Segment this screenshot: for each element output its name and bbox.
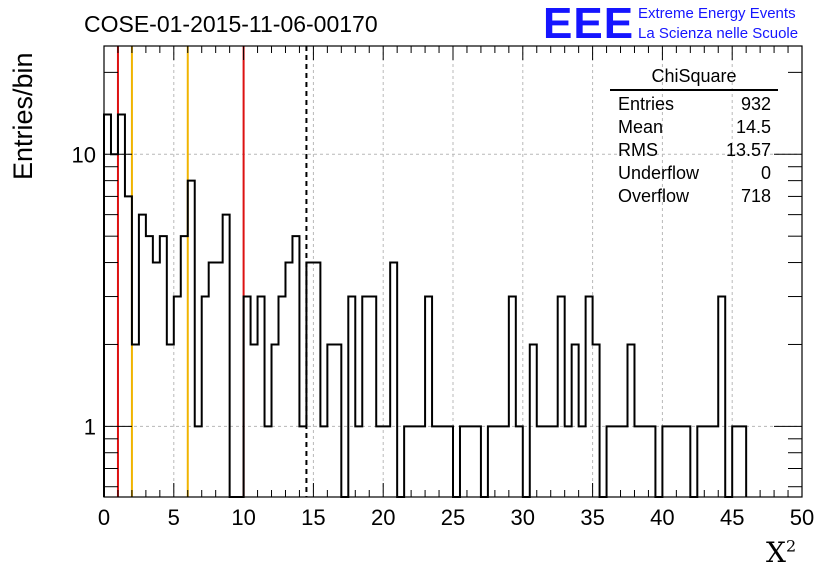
x-axis-label-main: X	[766, 536, 786, 569]
x-axis-label: X2	[766, 536, 796, 569]
stats-value: 932	[740, 94, 771, 114]
stats-row: Entries 932	[610, 93, 778, 116]
stats-label: Mean	[618, 117, 664, 137]
x-tick-label: 15	[301, 505, 325, 530]
x-tick-label: 35	[580, 505, 604, 530]
x-tick-label: 25	[441, 505, 465, 530]
chart-title: COSE-01-2015-11-06-00170	[84, 11, 378, 37]
stats-value: 13.57	[725, 140, 771, 160]
y-axis-label: Entries/bin	[8, 52, 38, 180]
stats-row: Mean 14.5	[610, 116, 778, 139]
stats-row: RMS 13.57	[610, 139, 778, 162]
logo-mark: EEE	[543, 0, 635, 48]
logo-line-2: La Scienza nelle Scuole	[638, 25, 799, 42]
x-tick-label: 30	[511, 505, 535, 530]
stats-label: RMS	[618, 140, 658, 160]
stats-row: Underflow 0	[610, 162, 778, 185]
x-tick-label: 50	[790, 505, 814, 530]
stats-label: Overflow	[618, 186, 690, 206]
stats-value: 718	[740, 186, 771, 206]
x-axis-label-sup: 2	[785, 536, 797, 556]
stats-name: ChiSquare	[610, 66, 778, 91]
x-tick-label: 45	[720, 505, 744, 530]
logo-line-1: Extreme Energy Events	[638, 5, 796, 22]
x-tick-label: 0	[98, 505, 110, 530]
stats-row: Overflow 718	[610, 185, 778, 208]
x-tick-label: 40	[650, 505, 674, 530]
y-tick-label: 1	[84, 414, 96, 439]
x-tick-label: 20	[371, 505, 395, 530]
stats-label: Underflow	[618, 163, 700, 183]
y-tick-label: 10	[72, 142, 96, 167]
stats-value: 0	[760, 163, 771, 183]
stats-box: ChiSquare Entries 932 Mean 14.5 RMS 13.57 U…	[610, 66, 778, 208]
x-tick-label: 5	[168, 505, 180, 530]
stats-value: 14.5	[735, 117, 771, 137]
x-tick-label: 10	[231, 505, 255, 530]
stats-label: Entries	[618, 94, 675, 114]
